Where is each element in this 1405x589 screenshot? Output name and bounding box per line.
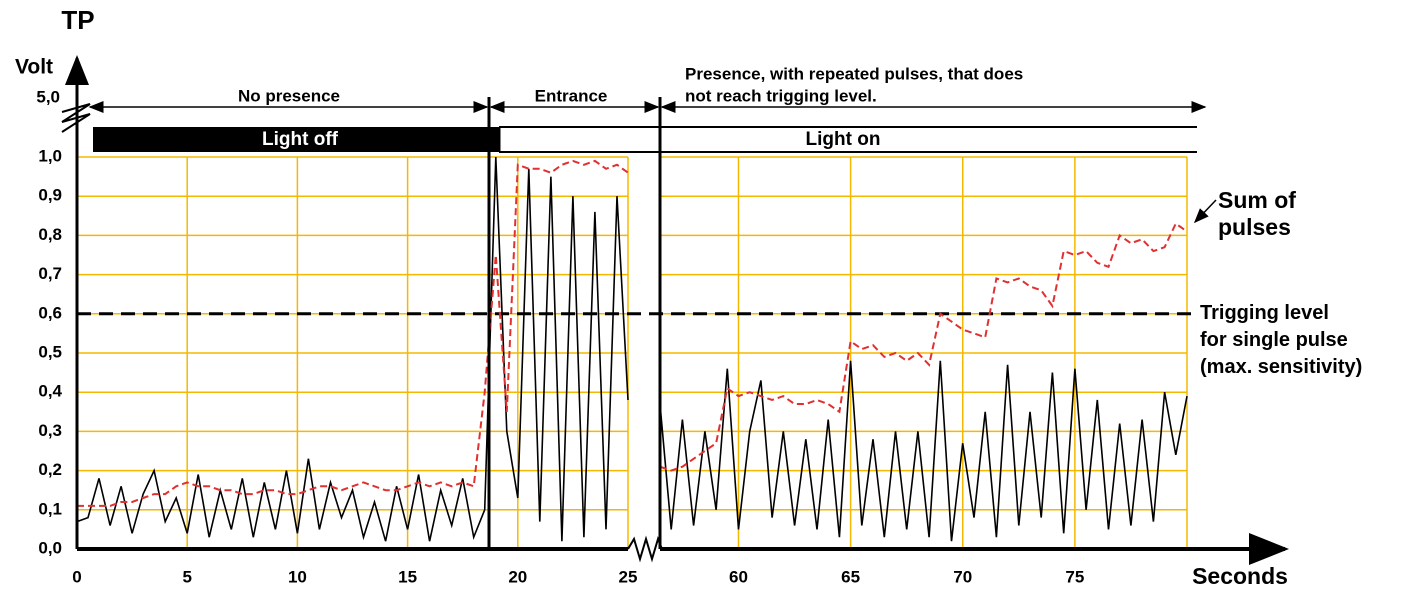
threshold-label: (max. sensitivity) xyxy=(1200,356,1362,378)
phase-label: not reach trigging level. xyxy=(685,86,877,105)
x-tick-label: 10 xyxy=(288,567,307,586)
data-line xyxy=(659,360,1188,542)
light-off-bar xyxy=(93,127,499,152)
phase-label: Entrance xyxy=(535,86,608,105)
series-label: pulses xyxy=(1218,214,1291,240)
x-tick-label: 15 xyxy=(398,567,417,586)
y-tick-label: 0,1 xyxy=(38,499,62,518)
x-tick-label: 75 xyxy=(1065,567,1084,586)
series-pointer xyxy=(1193,199,1217,224)
phase-label: No presence xyxy=(238,86,340,105)
y-break-label: 5,0 xyxy=(36,87,60,106)
y-axis-label: Volt xyxy=(15,56,53,79)
data-line xyxy=(77,159,629,507)
series-label: Sum of xyxy=(1218,187,1296,213)
y-tick-label: 0,9 xyxy=(38,186,62,205)
y-tick-label: 0,6 xyxy=(38,303,62,322)
phase-label: Presence, with repeated pulses, that doe… xyxy=(685,64,1023,83)
x-tick-label: 20 xyxy=(508,567,527,586)
y-tick-label: 0,5 xyxy=(38,342,62,361)
y-tick-label: 0,3 xyxy=(38,421,62,440)
x-tick-label: 0 xyxy=(72,567,81,586)
data-line xyxy=(76,156,629,542)
y-tick-label: 0,7 xyxy=(38,264,62,283)
y-break xyxy=(61,103,91,133)
x-break xyxy=(627,535,663,563)
light-label: Light off xyxy=(262,129,339,150)
x-tick-label: 60 xyxy=(729,567,748,586)
y-tick-label: 0,4 xyxy=(38,382,62,401)
light-label: Light on xyxy=(806,129,881,150)
x-tick-label: 5 xyxy=(182,567,191,586)
x-tick-label: 70 xyxy=(953,567,972,586)
x-axis-label: Seconds xyxy=(1192,563,1288,589)
x-tick-label: 25 xyxy=(619,567,638,586)
y-tick-label: 0,0 xyxy=(38,538,62,557)
data-line xyxy=(659,222,1188,472)
y-tick-label: 0,8 xyxy=(38,225,62,244)
threshold-label: for single pulse xyxy=(1200,329,1348,351)
threshold-label: Trigging level xyxy=(1200,302,1329,324)
y-tick-label: 0,2 xyxy=(38,460,62,479)
y-tick-label: 1,0 xyxy=(38,146,62,165)
x-tick-label: 65 xyxy=(841,567,860,586)
chart-title: TP xyxy=(61,5,94,35)
